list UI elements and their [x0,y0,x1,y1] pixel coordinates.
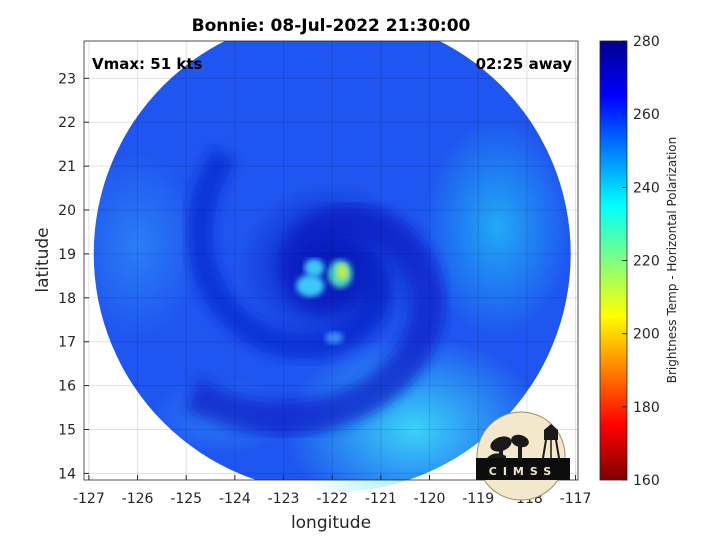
colorbar-tick-label: 180 [633,400,660,416]
eyewall-spot-west [296,274,325,297]
grid-lines [84,41,578,480]
x-tick-label: -126 [122,491,154,507]
y-tick-label: 18 [58,291,76,307]
x-tick-label: -117 [560,491,592,507]
x-tick-label: -121 [365,491,397,507]
x-tick-label: -127 [73,491,105,507]
time-offset-annotation: 02:25 away [476,55,573,73]
y-tick-label: 20 [58,203,76,219]
colorbar-tick-label: 200 [633,327,660,343]
y-tick-label: 21 [58,159,76,175]
y-tick-label: 15 [58,423,76,439]
rainband-spot [325,331,344,344]
brightness-temp-swath [93,41,571,493]
cimss-logo: CIMSS [476,411,570,501]
axes-frame [83,40,579,481]
colorbar-tick-label: 160 [633,473,660,489]
chart-title: Bonnie: 08-Jul-2022 21:30:00 [192,16,471,36]
warm-region-west [93,150,203,341]
x-tick-label: -124 [219,491,251,507]
colorbar-tick-label: 220 [633,254,660,270]
colorbar-tick-label: 280 [633,34,660,50]
y-tick-label: 17 [58,335,76,351]
warm-region-east [422,117,571,338]
x-tick-label: -125 [170,491,202,507]
eyewall-warm-spot [336,263,349,280]
y-tick-label: 14 [58,466,76,482]
vmax-annotation: Vmax: 51 kts [92,55,202,73]
x-tick-label: -119 [462,491,494,507]
y-tick-label: 19 [58,247,76,263]
eyewall-spot-north [304,258,325,277]
y-tick-label: 22 [58,115,76,131]
x-tick-label: -122 [316,491,348,507]
y-axis-label: latitude [33,227,53,292]
x-tick-label: -120 [414,491,446,507]
x-axis-label: longitude [291,513,371,533]
colorbar-tick-label: 260 [633,107,660,123]
colorbar-ticks: 160 180 200 220 240 260 280 [622,34,660,489]
y-tick-label: 16 [58,379,76,395]
cimss-logo-text: CIMSS [489,465,557,478]
colorbar-label: Brightness Temp - Horizontal Polarizatio… [665,137,679,384]
colorbar-tick-label: 240 [633,180,660,196]
y-axis-ticks: 14 15 16 17 18 19 20 21 22 23 [58,71,89,482]
x-tick-label: -123 [268,491,300,507]
y-tick-label: 23 [58,71,76,87]
